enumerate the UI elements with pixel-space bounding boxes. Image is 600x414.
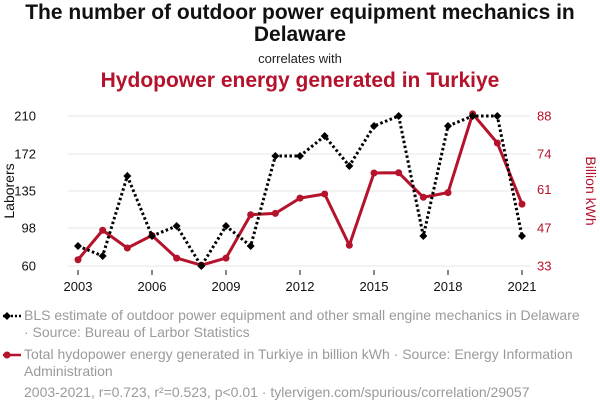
hydropower-point <box>321 190 329 198</box>
mechanics-point <box>123 172 132 180</box>
right-axis-ticks: 33 47 61 74 88 <box>537 109 551 274</box>
x-tick-label: 2021 <box>508 279 537 294</box>
left-tick-label: 135 <box>14 184 36 199</box>
mechanics-point <box>172 222 181 230</box>
mechanics-point <box>518 232 526 240</box>
hydropower-point <box>123 244 131 252</box>
mechanics-point <box>345 162 354 170</box>
right-axis-title: Billion kWh <box>583 156 599 225</box>
chart-subtitle: Hydopower energy generated in Turkiye <box>100 69 500 92</box>
left-tick-label: 210 <box>14 109 36 124</box>
legend-swatch-mechanics <box>3 312 21 320</box>
hydropower-point <box>222 254 230 262</box>
mechanics-point <box>320 132 329 140</box>
hydropower-point <box>444 189 452 197</box>
hydropower-point <box>419 193 427 201</box>
hydropower-point <box>370 169 378 177</box>
series-hydropower-line <box>76 112 524 267</box>
hydropower-point <box>99 226 107 234</box>
mechanics-point <box>148 232 156 240</box>
mechanics-point <box>74 242 82 250</box>
right-tick-label: 74 <box>537 147 551 162</box>
x-tick-label: 2003 <box>64 279 93 294</box>
mechanics-point <box>493 112 502 120</box>
x-tick-label: 2018 <box>434 279 463 294</box>
chart-connector-text: correlates with <box>258 51 342 66</box>
x-axis-ticks: 2003 2006 2009 2012 2015 2018 2021 <box>64 270 537 294</box>
right-tick-label: 47 <box>537 220 551 235</box>
hydropower-point <box>345 241 353 249</box>
right-tick-label: 61 <box>537 182 551 197</box>
hydropower-point <box>395 169 403 177</box>
x-tick-label: 2009 <box>212 279 241 294</box>
footer-stats: 2003-2021, r=0.723, r²=0.523, p<0.01 · t… <box>24 384 530 400</box>
legend-swatch-hydropower <box>3 351 21 359</box>
left-tick-label: 172 <box>14 147 36 162</box>
hydropower-point <box>74 256 82 264</box>
left-tick-label: 98 <box>22 221 36 236</box>
right-tick-label: 88 <box>537 109 551 124</box>
x-tick-label: 2015 <box>360 279 389 294</box>
hydropower-point <box>247 211 255 219</box>
x-tick-label: 2012 <box>286 279 315 294</box>
hydropower-point <box>296 194 304 202</box>
hydropower-point <box>518 200 526 208</box>
x-tick-label: 2006 <box>138 279 167 294</box>
series-mechanics <box>74 112 526 270</box>
mechanics-point <box>98 252 107 260</box>
mechanics-point <box>419 232 428 240</box>
mechanics-point <box>296 152 304 160</box>
hydropower-point <box>271 209 279 217</box>
legend-label-mechanics: BLS estimate of outdoor power equipment … <box>24 307 580 340</box>
left-axis-ticks: 60 98 135 172 210 <box>14 109 36 274</box>
mechanics-point <box>246 242 255 250</box>
chart-title: The number of outdoor power equipment me… <box>25 1 575 46</box>
mechanics-point <box>222 222 230 230</box>
mechanics-point <box>468 112 477 120</box>
line-chart: 60 98 135 172 210 33 47 61 74 88 2003 2006 2009 201… <box>1 109 599 295</box>
left-axis-title: Laborers <box>1 163 17 218</box>
hydropower-point <box>493 139 501 147</box>
mechanics-point <box>394 112 403 120</box>
mechanics-point <box>444 122 452 130</box>
mechanics-point <box>197 262 206 270</box>
legend-label-hydropower: Total hydopower energy generated in Turk… <box>24 346 573 379</box>
series-hydropower <box>74 110 526 269</box>
left-tick-label: 60 <box>22 259 36 274</box>
mechanics-point <box>271 152 280 160</box>
mechanics-point <box>370 122 378 130</box>
right-tick-label: 33 <box>537 259 551 274</box>
hydropower-point <box>173 254 181 262</box>
